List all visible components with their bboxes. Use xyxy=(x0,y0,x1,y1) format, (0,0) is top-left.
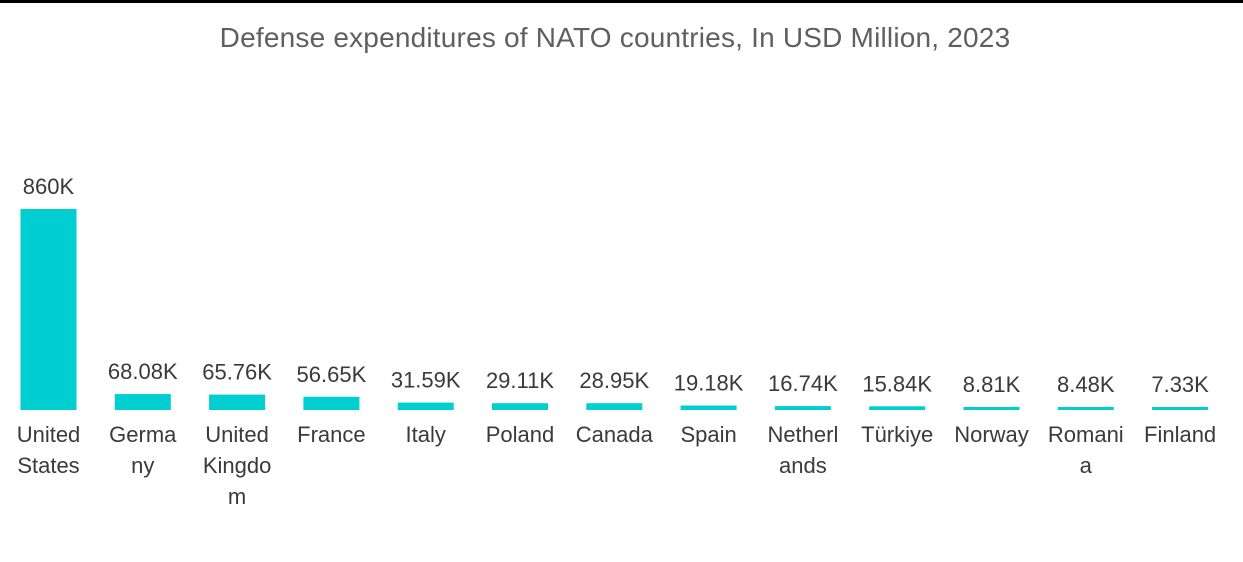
bar-italy xyxy=(397,402,454,410)
bar-spain xyxy=(680,405,737,410)
value-label: 28.95K xyxy=(579,368,649,393)
category-label: Finland xyxy=(1144,422,1216,447)
value-label: 8.48K xyxy=(1057,372,1115,397)
category-label: France xyxy=(297,422,365,447)
category-label: Türkiye xyxy=(861,422,933,447)
value-label: 56.65K xyxy=(297,362,367,387)
value-label: 8.81K xyxy=(963,372,1021,397)
bar-united-states xyxy=(20,209,77,410)
top-border xyxy=(0,0,1243,3)
bar-poland xyxy=(492,403,548,410)
bar-romania xyxy=(1057,407,1114,410)
category-label: Romani a xyxy=(1048,422,1124,478)
value-label: 65.76K xyxy=(202,360,272,385)
bar-france xyxy=(303,396,360,410)
category-label: Spain xyxy=(680,422,736,447)
value-label: 860K xyxy=(23,174,75,199)
value-label: 16.74K xyxy=(768,371,838,396)
category-label: Germa ny xyxy=(109,422,177,478)
bar-finland xyxy=(1152,407,1209,410)
value-label: 7.33K xyxy=(1151,372,1209,397)
category-label: Italy xyxy=(406,422,446,447)
category-label: Poland xyxy=(486,422,555,447)
value-label: 15.84K xyxy=(862,371,932,396)
category-label: United States xyxy=(17,422,81,478)
value-label: 29.11K xyxy=(486,368,554,393)
category-label: United Kingdo m xyxy=(203,422,272,509)
bar-canada xyxy=(586,403,643,410)
bar-netherlands xyxy=(774,406,831,410)
category-label: Norway xyxy=(954,422,1029,447)
category-label: Canada xyxy=(576,422,654,447)
value-label: 68.08K xyxy=(108,359,178,384)
category-label: Netherl ands xyxy=(767,422,838,478)
bar-germany xyxy=(114,394,171,410)
chart-title: Defense expenditures of NATO countries, … xyxy=(219,22,1011,53)
bar-united-kingdom xyxy=(209,394,266,410)
value-label: 31.59K xyxy=(391,368,461,393)
bar-t-rkiye xyxy=(869,406,926,410)
value-label: 19.18K xyxy=(674,371,744,396)
bar-norway xyxy=(963,407,1020,410)
